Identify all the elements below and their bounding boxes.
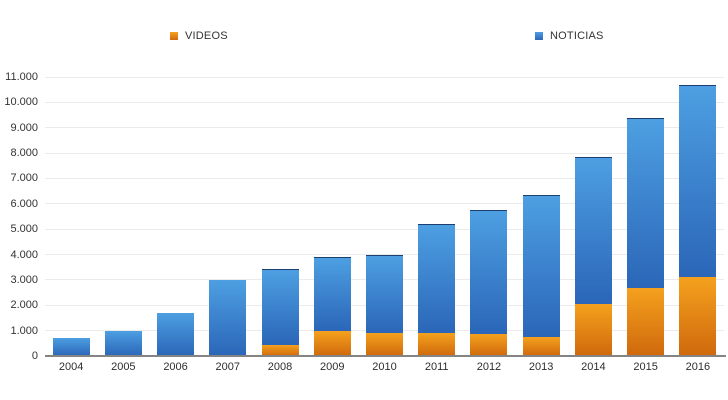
x-tick-label-2011: 2011	[424, 361, 449, 373]
bar-2015	[627, 117, 665, 356]
bar-segment-videos-2016[interactable]	[679, 277, 717, 356]
y-tick-label-3.000: 3.000	[10, 273, 38, 286]
y-tick-label-7.000: 7.000	[10, 172, 38, 185]
y-tick-label-10.000: 10.000	[4, 96, 38, 109]
x-tick-label-2013: 2013	[528, 361, 554, 373]
noticias-swatch-icon	[535, 32, 543, 40]
gridline-6000	[45, 203, 724, 205]
y-tick-label-2.000: 2.000	[10, 299, 38, 312]
bar-2016	[679, 84, 717, 356]
bar-segment-noticias-2004[interactable]	[52, 338, 90, 356]
x-tick-label-2014: 2014	[581, 361, 606, 373]
x-tick-label-2016: 2016	[685, 361, 711, 373]
x-tick-label-2015: 2015	[633, 361, 658, 373]
bar-2010	[366, 254, 403, 356]
gridline-9000	[45, 127, 724, 129]
bar-segment-videos-2009[interactable]	[313, 330, 351, 356]
bar-segment-videos-2011[interactable]	[418, 333, 456, 356]
bar-segment-noticias-2011[interactable]	[418, 224, 456, 334]
y-tick-label-4.000: 4.000	[10, 248, 38, 261]
y-tick-label-6.000: 6.000	[10, 197, 38, 210]
bar-segment-noticias-2010[interactable]	[366, 254, 403, 334]
bar-segment-videos-2014[interactable]	[574, 304, 612, 356]
gridline-7000	[45, 177, 724, 179]
legend-item-noticias[interactable]: NOTICIAS	[535, 30, 604, 42]
videos-swatch-icon	[170, 32, 178, 40]
y-tick-label-5.000: 5.000	[10, 223, 38, 236]
gridline-11000	[45, 76, 724, 78]
bar-segment-noticias-2009[interactable]	[313, 257, 351, 331]
y-tick-label-1.000: 1.000	[10, 324, 38, 337]
legend-item-videos[interactable]: VIDEOS	[170, 30, 228, 42]
bar-segment-videos-2012[interactable]	[470, 334, 508, 356]
x-tick-label-2006: 2006	[163, 361, 188, 373]
gridline-8000	[45, 152, 724, 154]
x-axis-baseline	[45, 355, 726, 357]
bar-2011	[418, 224, 456, 356]
bar-segment-noticias-2006[interactable]	[157, 312, 195, 356]
x-tick-label-2004: 2004	[58, 361, 84, 373]
x-tick-label-2012: 2012	[476, 361, 502, 373]
y-tick-label-8.000: 8.000	[10, 147, 38, 160]
y-tick-label-0: 0	[31, 350, 38, 362]
bar-segment-noticias-2015[interactable]	[627, 117, 665, 288]
plot-area	[45, 76, 724, 356]
bar-2009	[313, 257, 351, 356]
bar-segment-noticias-2012[interactable]	[470, 210, 508, 335]
bar-segment-noticias-2013[interactable]	[522, 194, 560, 337]
bar-segment-noticias-2007[interactable]	[209, 279, 247, 356]
bar-segment-videos-2013[interactable]	[522, 336, 560, 356]
bar-2007	[209, 279, 247, 356]
bar-2004	[52, 338, 90, 356]
bar-segment-videos-2008[interactable]	[261, 344, 299, 356]
gridline-10000	[45, 101, 724, 103]
bar-2014	[574, 156, 612, 356]
x-tick-label-2009: 2009	[320, 361, 345, 373]
bar-segment-noticias-2008[interactable]	[261, 268, 299, 345]
y-tick-label-9.000: 9.000	[10, 121, 38, 134]
x-tick-label-2005: 2005	[111, 361, 136, 373]
bar-2012	[470, 210, 508, 356]
bar-segment-noticias-2014[interactable]	[574, 156, 612, 305]
bar-segment-videos-2015[interactable]	[627, 287, 665, 356]
x-tick-label-2010: 2010	[372, 361, 397, 373]
bar-2006	[157, 312, 195, 356]
bar-segment-noticias-2005[interactable]	[104, 330, 142, 356]
gridline-5000	[45, 228, 724, 230]
y-tick-label-11.000: 11.000	[5, 71, 38, 83]
bar-segment-noticias-2016[interactable]	[679, 84, 717, 278]
bar-segment-videos-2010[interactable]	[366, 333, 403, 356]
gridline-4000	[45, 254, 724, 256]
x-tick-label-2008: 2008	[267, 361, 293, 373]
x-tick-label-2007: 2007	[215, 361, 241, 373]
bar-2005	[104, 330, 142, 356]
bar-2008	[261, 268, 299, 356]
legend-label-noticias: NOTICIAS	[550, 30, 604, 42]
bar-2013	[522, 194, 560, 356]
legend-label-videos: VIDEOS	[185, 30, 228, 42]
